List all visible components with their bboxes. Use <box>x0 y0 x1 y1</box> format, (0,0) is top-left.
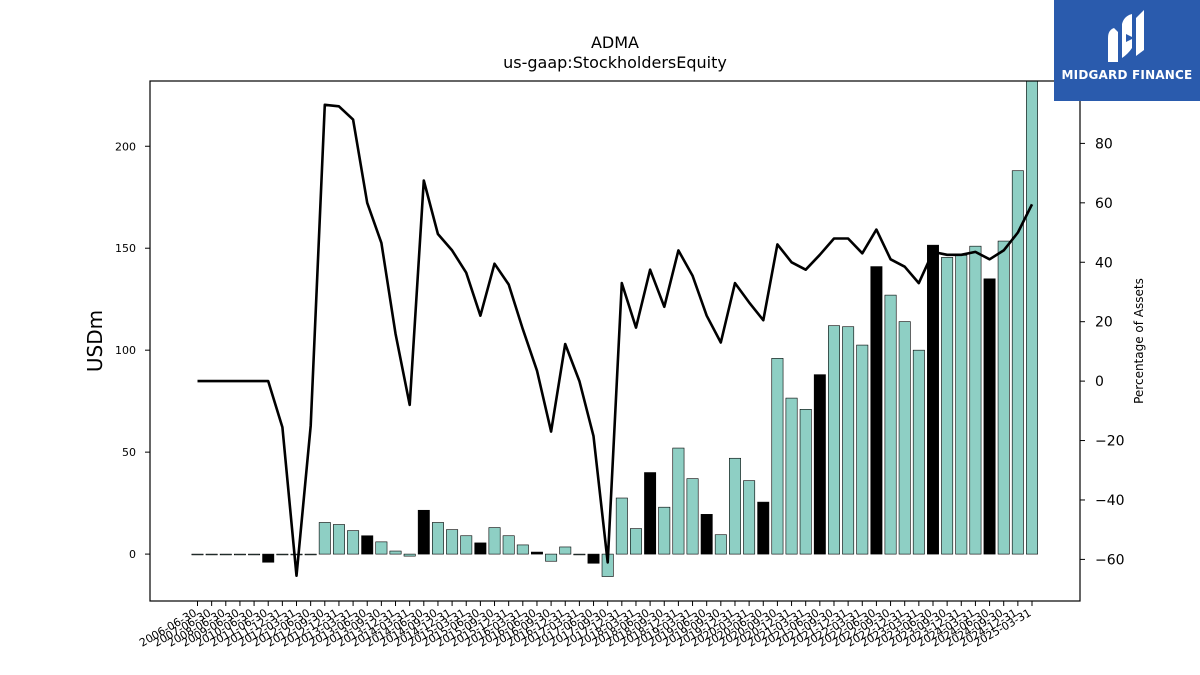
bar <box>417 509 430 555</box>
bar <box>431 522 444 555</box>
bar <box>304 553 317 556</box>
bar <box>233 553 246 556</box>
y-tick-label: 50 <box>122 446 136 459</box>
bar <box>927 244 939 555</box>
y-tick-label: 0 <box>129 548 136 561</box>
y2-tick-label: 80 <box>1095 136 1113 152</box>
y2-tick-label: 0 <box>1095 374 1104 390</box>
bar <box>884 294 897 555</box>
bar <box>290 553 303 556</box>
y-axis-right: −60 −40 −20 0 20 40 60 80 <box>1080 136 1125 568</box>
bar <box>361 535 374 555</box>
bar <box>828 325 840 555</box>
line-layer <box>197 103 1034 578</box>
bar <box>262 553 275 563</box>
bar <box>870 266 883 555</box>
y2-tick-label: 20 <box>1095 315 1113 331</box>
brand-logo: MIDGARD FINANCE <box>1054 0 1200 101</box>
bar <box>644 472 657 555</box>
bar <box>912 349 925 555</box>
bar <box>276 553 289 556</box>
bar <box>813 374 826 555</box>
bar <box>248 553 261 556</box>
chart-title: ADMA <box>591 33 639 52</box>
bar <box>446 529 459 555</box>
y-axis-left: 0 50 100 150 200 <box>115 140 150 561</box>
bar <box>686 478 699 555</box>
bar <box>205 553 218 556</box>
chart-subtitle: us-gaap:StockholdersEquity <box>503 53 727 72</box>
bar <box>191 553 204 556</box>
bar <box>516 544 529 555</box>
bar <box>856 344 869 555</box>
series-line <box>197 103 1034 578</box>
bar <box>502 535 515 555</box>
bar <box>743 480 756 555</box>
bar <box>318 522 331 555</box>
y2-axis-label: Percentage of Assets <box>1132 278 1146 404</box>
bar <box>658 506 671 555</box>
bar <box>714 534 727 555</box>
bar <box>941 257 954 555</box>
bar <box>771 358 784 555</box>
bars <box>191 80 1038 577</box>
bar <box>573 553 586 556</box>
y-tick-label: 150 <box>115 242 136 255</box>
midgard-logo-icon <box>1108 10 1144 62</box>
bar <box>630 528 642 555</box>
bar <box>983 278 996 555</box>
y2-tick-label: 40 <box>1095 255 1113 271</box>
bar <box>700 514 713 555</box>
bar <box>672 447 685 555</box>
bar <box>530 551 543 555</box>
bar <box>842 326 855 555</box>
y2-tick-label: −20 <box>1095 434 1125 450</box>
bar <box>545 553 558 562</box>
bar <box>587 553 600 564</box>
x-axis: 2006-06-302007-06-302008-06-302009-06-30… <box>137 601 1034 650</box>
bar <box>460 535 473 555</box>
bar <box>488 527 501 555</box>
bar <box>898 321 911 555</box>
bar <box>969 245 982 555</box>
y-axis-label: USDm <box>83 310 107 372</box>
bar <box>1026 80 1038 555</box>
y2-tick-label: 60 <box>1095 196 1113 212</box>
bar <box>347 530 360 555</box>
y2-tick-label: −40 <box>1095 493 1125 509</box>
y2-tick-label: −60 <box>1095 552 1125 568</box>
bar <box>955 255 968 555</box>
bar <box>219 553 232 556</box>
bar <box>1011 170 1024 555</box>
bar <box>474 542 487 555</box>
bar <box>389 550 402 555</box>
bar <box>729 457 741 555</box>
bar <box>332 524 345 555</box>
bar <box>403 553 416 557</box>
bar <box>559 546 572 555</box>
bar <box>997 240 1010 555</box>
bar <box>757 501 770 555</box>
brand-name: MIDGARD FINANCE <box>1061 68 1193 82</box>
plot-frame <box>149 80 1081 602</box>
bar <box>785 397 798 555</box>
bar <box>615 497 628 555</box>
bar <box>375 541 388 555</box>
bar <box>799 409 812 555</box>
y-tick-label: 200 <box>115 140 136 153</box>
y-tick-label: 100 <box>115 344 136 357</box>
